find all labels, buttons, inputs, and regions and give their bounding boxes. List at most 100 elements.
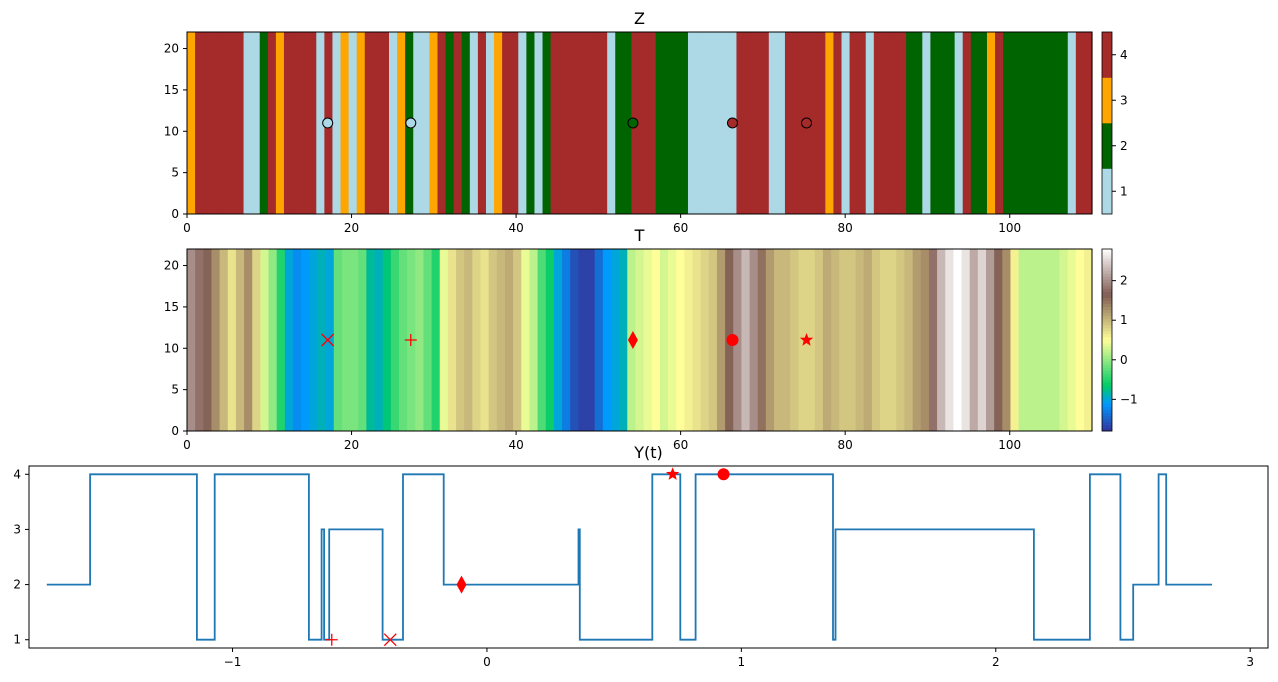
heatmap-column xyxy=(260,249,270,431)
heatmap-column xyxy=(456,249,465,431)
heatmap-column xyxy=(259,32,269,214)
heatmap-column xyxy=(276,249,286,431)
heatmap-column xyxy=(922,32,931,214)
heatmap-column xyxy=(534,32,544,214)
heatmap-column xyxy=(445,32,455,214)
heatmap-column xyxy=(1051,249,1060,431)
t-axis-xtick-label: 100 xyxy=(998,438,1021,452)
heatmap-column xyxy=(570,249,579,431)
colorbar-segment xyxy=(1102,276,1112,280)
heatmap-column xyxy=(1011,32,1020,214)
colorbar-segment xyxy=(1102,343,1112,347)
y-axis-frame xyxy=(28,465,1269,649)
heatmap-column xyxy=(187,249,196,431)
colorbar-segment xyxy=(1102,346,1112,350)
heatmap-column xyxy=(389,32,398,214)
heatmap-column xyxy=(382,249,392,431)
heatmap-column xyxy=(1059,32,1069,214)
colorbar-segment xyxy=(1102,282,1112,286)
z-axis-xtick-label: 20 xyxy=(344,221,359,235)
heatmap-column xyxy=(668,249,677,431)
heatmap-column xyxy=(518,32,527,214)
heatmap-column xyxy=(415,249,425,431)
heatmap-column xyxy=(937,249,946,431)
heatmap-column xyxy=(847,249,857,431)
heatmap-column xyxy=(333,249,343,431)
heatmap-column xyxy=(502,32,511,214)
heatmap-column xyxy=(553,249,563,431)
colorbar-segment xyxy=(1102,315,1112,320)
heatmap-column xyxy=(348,32,358,214)
colorbar-segment xyxy=(1102,300,1112,304)
heatmap-column xyxy=(1018,249,1028,431)
heatmap-column xyxy=(529,249,539,431)
heatmap-column xyxy=(986,32,996,214)
heatmap-column xyxy=(744,32,754,214)
heatmap-column xyxy=(945,249,954,431)
heatmap-column xyxy=(1067,249,1077,431)
heatmap-column xyxy=(793,32,802,214)
heatmap-column xyxy=(889,32,899,214)
heatmap-column xyxy=(655,32,665,214)
heatmap-column xyxy=(464,249,473,431)
heatmap-column xyxy=(970,32,980,214)
t-axis-xtick-label: 20 xyxy=(344,438,359,452)
heatmap-column xyxy=(1043,249,1052,431)
heatmap-column xyxy=(243,32,253,214)
y-axis-ytick-label: 2 xyxy=(13,578,21,592)
heatmap-column xyxy=(696,32,705,214)
data-marker xyxy=(801,117,813,129)
colorbar-segment xyxy=(1102,258,1112,262)
heatmap-column xyxy=(364,32,374,214)
heatmap-column xyxy=(268,249,278,431)
colorbar-segment xyxy=(1102,252,1112,256)
colorbar-segment xyxy=(1102,385,1112,389)
heatmap-column xyxy=(720,32,729,214)
heatmap-column xyxy=(880,249,889,431)
heatmap-column xyxy=(700,249,710,431)
colorbar-tick-label: 1 xyxy=(1120,313,1128,327)
heatmap-column xyxy=(986,249,995,431)
heatmap-column xyxy=(309,249,319,431)
heatmap-column xyxy=(635,249,645,431)
heatmap-column xyxy=(1075,249,1085,431)
colorbar-segment xyxy=(1102,279,1112,283)
heatmap-column xyxy=(898,32,907,214)
t-axis-xtick-label: 0 xyxy=(183,438,191,452)
data-marker xyxy=(405,117,417,129)
heatmap-column xyxy=(954,32,964,214)
colorbar-segment xyxy=(1102,32,1112,78)
data-marker xyxy=(627,117,639,129)
y-axis-xtick-label: 3 xyxy=(1246,655,1254,669)
colorbar-segment xyxy=(1102,376,1112,380)
heatmap-column xyxy=(776,32,786,214)
z-axis-xtick-label: 0 xyxy=(183,221,191,235)
heatmap-column xyxy=(439,249,449,431)
heatmap-column xyxy=(211,32,220,214)
heatmap-column xyxy=(480,249,490,431)
heatmap-column xyxy=(545,249,555,431)
colorbar-segment xyxy=(1102,406,1112,411)
colorbar-segment xyxy=(1102,370,1112,374)
z-heatmap-panel: Z 0 20 40 60 80 100 0 5 10 15 20 1 2 3 4 xyxy=(164,9,1128,235)
heatmap-column xyxy=(651,249,661,431)
heatmap-column xyxy=(607,32,616,214)
colorbar-segment xyxy=(1102,303,1112,308)
t-axis-ytick-label: 15 xyxy=(164,300,179,314)
heatmap-column xyxy=(421,32,431,214)
colorbar-segment xyxy=(1102,294,1112,298)
colorbar-segment xyxy=(1102,340,1112,344)
heatmap-column xyxy=(578,249,588,431)
z-axis-ytick-label: 10 xyxy=(164,124,179,138)
t-chart-title: T xyxy=(634,226,645,245)
heatmap-column xyxy=(863,249,873,431)
z-axis-xtick-label: 80 xyxy=(838,221,853,235)
heatmap-column xyxy=(542,32,552,214)
heatmap-column xyxy=(431,249,441,431)
heatmap-column xyxy=(765,249,775,431)
heatmap-column xyxy=(930,32,940,214)
heatmap-column xyxy=(591,32,600,214)
y-chart-title: Y(t) xyxy=(633,443,663,462)
colorbar-segment xyxy=(1102,400,1112,405)
